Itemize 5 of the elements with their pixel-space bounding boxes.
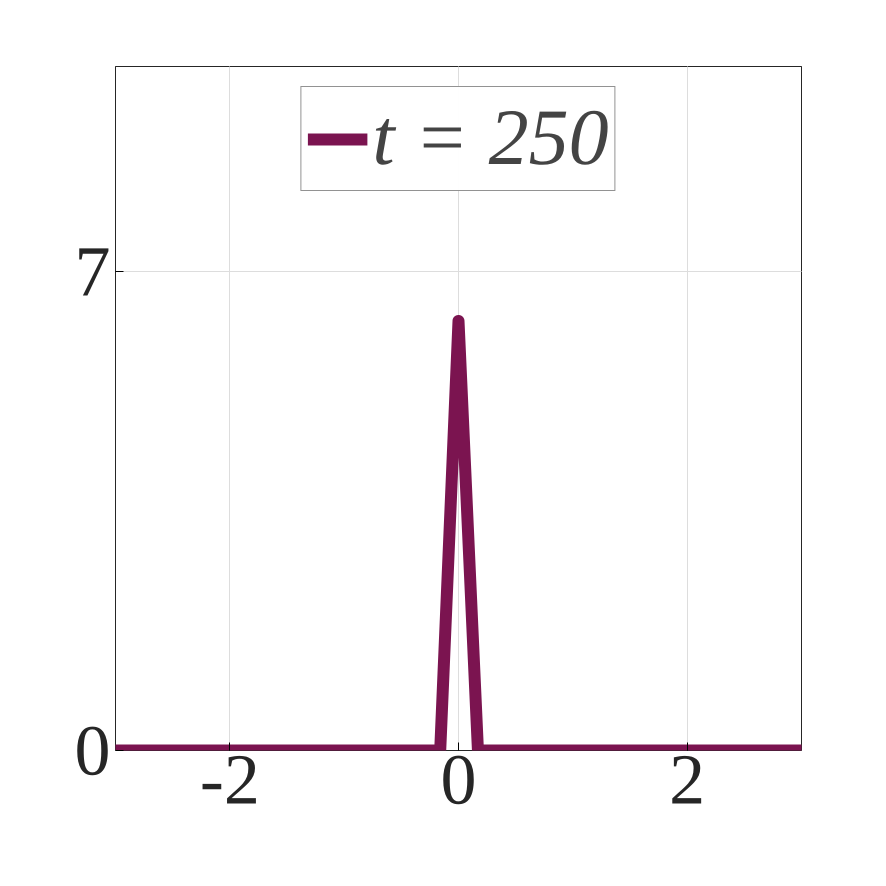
- x-tick-label: -2: [200, 740, 260, 820]
- x-tick-label: 2: [669, 740, 706, 820]
- legend-label: t = 250: [372, 93, 609, 184]
- y-tick-label: 7: [74, 232, 110, 312]
- x-tick-label: 0: [440, 740, 476, 820]
